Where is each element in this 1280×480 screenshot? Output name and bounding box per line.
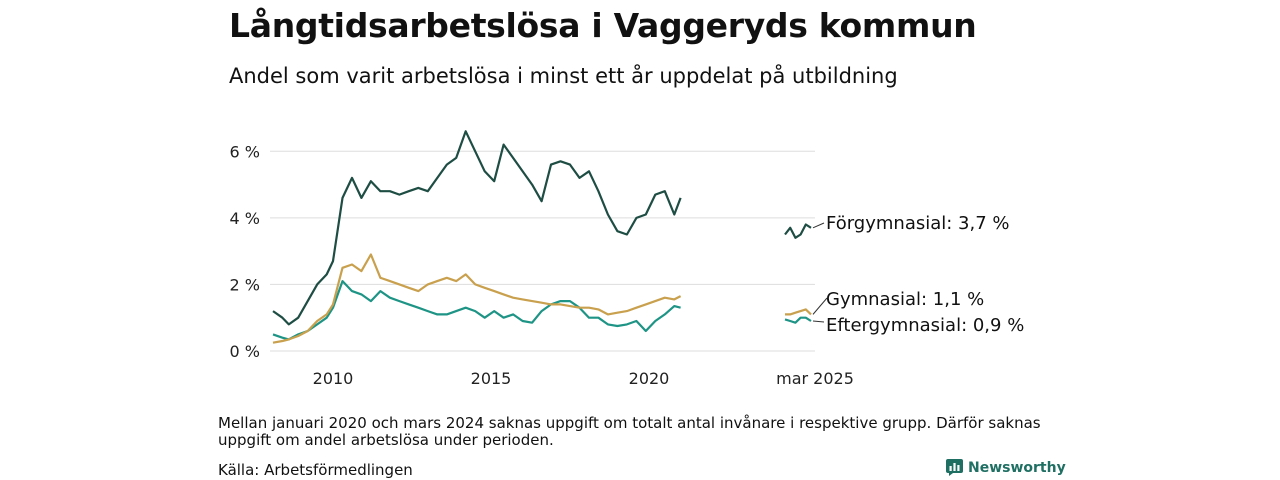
label-leader-eftergymnasial: [812, 320, 825, 323]
x-axis-ticks: 2010 2015 2020 mar 2025: [313, 369, 854, 388]
y-tick-label: 0 %: [230, 342, 260, 361]
series-line-eftergymnasial: [272, 280, 681, 341]
line-chart: 0 % 2 % 4 % 6 % 2010 2015 2020 mar 2025 Förgym…: [230, 130, 1024, 388]
brand-name: Newsworthy: [968, 459, 1066, 476]
series-line-latest-gymnasial: [785, 308, 812, 316]
series-line-gymnasial: [272, 253, 682, 344]
source-text: Källa: Arbetsförmedlingen: [218, 461, 413, 479]
x-tick-label: 2015: [471, 369, 512, 388]
series-lines: [272, 130, 812, 344]
end-label-forgymnasial: Förgymnasial: 3,7 %: [826, 213, 1010, 234]
newsworthy-logo: Newsworthy: [946, 459, 1066, 476]
bar-chart-icon: [946, 459, 963, 476]
label-leader-forgymnasial: [812, 222, 825, 229]
y-tick-label: 6 %: [230, 142, 260, 161]
series-line-latest-forgymnasial: [784, 223, 812, 239]
series-end-labels: Förgymnasial: 3,7 % Gymnasial: 1,1 % Efter…: [812, 213, 1024, 336]
series-line-latest-eftergymnasial: [784, 316, 812, 324]
series-line-forgymnasial: [272, 130, 682, 326]
end-label-gymnasial: Gymnasial: 1,1 %: [826, 289, 984, 310]
footnote: Mellan januari 2020 och mars 2024 saknas…: [218, 414, 1041, 449]
grid-lines: [270, 150, 815, 352]
end-label-eftergymnasial: Eftergymnasial: 0,9 %: [826, 315, 1024, 336]
y-tick-label: 4 %: [230, 209, 260, 228]
x-tick-label-end-period: mar 2025: [776, 369, 854, 388]
x-tick-label: 2010: [313, 369, 354, 388]
chart-title: Långtidsarbetslösa i Vaggeryds kommun: [229, 6, 977, 45]
y-tick-label: 2 %: [230, 275, 260, 294]
y-axis-ticks: 0 % 2 % 4 % 6 %: [230, 142, 260, 361]
label-leader-gymnasial: [812, 297, 828, 315]
chart-subtitle: Andel som varit arbetslösa i minst ett å…: [229, 64, 898, 88]
x-tick-label: 2020: [629, 369, 670, 388]
